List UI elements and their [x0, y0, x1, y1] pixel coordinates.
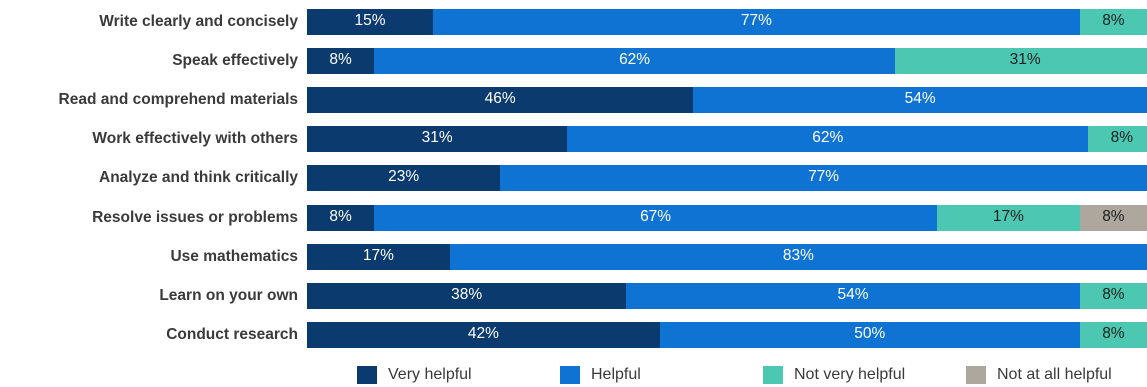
- data-label: 67%: [374, 204, 937, 230]
- legend-label: Helpful: [591, 365, 641, 385]
- category-label: Read and comprehend materials: [0, 87, 298, 113]
- legend-label: Not very helpful: [794, 365, 905, 385]
- data-label: 62%: [374, 47, 895, 73]
- data-label: 15%: [307, 8, 433, 34]
- legend-swatch: [560, 366, 580, 384]
- data-label: 77%: [500, 164, 1147, 190]
- data-label: 17%: [307, 243, 450, 269]
- category-label: Learn on your own: [0, 283, 298, 309]
- data-label: 83%: [450, 243, 1147, 269]
- data-label: 8%: [1080, 8, 1147, 34]
- data-label: 31%: [307, 125, 567, 151]
- chart-legend: Very helpful Helpful Not very helpful Not a…: [0, 363, 1147, 387]
- data-label: 23%: [307, 164, 500, 190]
- data-label: 8%: [1080, 204, 1147, 230]
- data-label: 54%: [626, 282, 1080, 308]
- legend-swatch: [357, 366, 377, 384]
- category-label: Resolve issues or problems: [0, 205, 298, 231]
- data-label: 42%: [307, 321, 660, 347]
- category-label: Use mathematics: [0, 244, 298, 270]
- category-label: Work effectively with others: [0, 126, 298, 152]
- data-label: 8%: [307, 204, 374, 230]
- data-label: 46%: [307, 86, 693, 112]
- category-label: Analyze and think critically: [0, 165, 298, 191]
- data-label: 38%: [307, 282, 626, 308]
- category-label: Conduct research: [0, 322, 298, 348]
- category-label: Speak effectively: [0, 48, 298, 74]
- data-label: 8%: [1080, 321, 1147, 347]
- legend-swatch: [966, 366, 986, 384]
- data-label: 8%: [1088, 125, 1147, 151]
- data-label: 50%: [660, 321, 1080, 347]
- data-label: 8%: [307, 47, 374, 73]
- data-label: 54%: [693, 86, 1147, 112]
- legend-label: Not at all helpful: [997, 365, 1112, 385]
- data-label: 31%: [895, 47, 1147, 73]
- category-label: Write clearly and concisely: [0, 9, 298, 35]
- data-label: 77%: [433, 8, 1080, 34]
- data-label: 8%: [1080, 282, 1147, 308]
- data-label: 62%: [567, 125, 1088, 151]
- legend-label: Very helpful: [388, 365, 472, 385]
- data-label: 17%: [937, 204, 1080, 230]
- legend-swatch: [763, 366, 783, 384]
